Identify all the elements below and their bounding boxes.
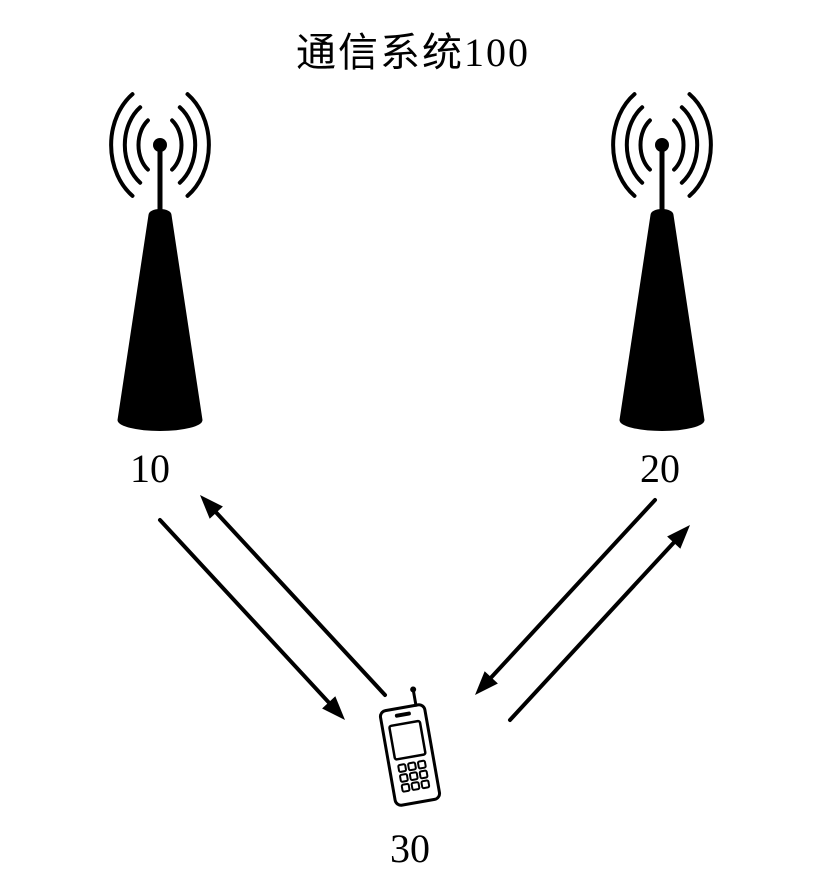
tower-left-label: 10 [130,445,170,492]
phone-label: 30 [390,825,430,872]
link-left [160,495,385,720]
diagram-canvas: 通信系统100 10 20 30 [0,0,826,877]
tower-right [613,94,711,430]
link-right [475,500,690,720]
diagram-svg [0,0,826,877]
phone-icon [376,685,440,806]
tower-left [111,94,209,430]
tower-right-label: 20 [640,445,680,492]
